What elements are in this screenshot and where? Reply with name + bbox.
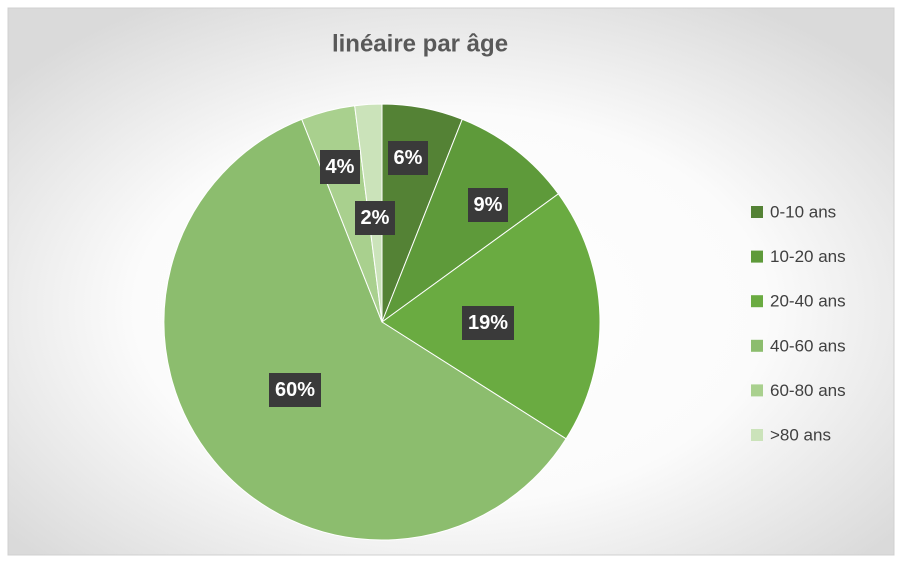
legend-label: 10-20 ans xyxy=(770,247,846,266)
data-label-box xyxy=(468,188,508,222)
data-labels: 6% 9% 19% 60% 4% 2% xyxy=(269,141,514,407)
legend: 0-10 ans 10-20 ans 20-40 ans 40-60 ans 60-80… xyxy=(751,203,846,445)
data-label-box xyxy=(269,373,321,407)
legend-swatch xyxy=(751,250,763,263)
legend-swatch xyxy=(751,429,763,441)
legend-swatch xyxy=(751,206,763,218)
data-label: 4% xyxy=(326,156,355,178)
data-label: 2% xyxy=(361,207,390,229)
legend-swatch xyxy=(751,295,763,308)
data-label-box xyxy=(462,306,514,340)
pie xyxy=(163,103,601,541)
chart-title: linéaire par âge xyxy=(332,31,508,58)
data-label-box xyxy=(320,150,360,184)
legend-label: 40-60 ans xyxy=(770,336,846,355)
legend-swatch xyxy=(751,339,763,352)
pie-slice xyxy=(163,118,567,541)
legend-swatch xyxy=(751,384,763,397)
legend-label: 20-40 ans xyxy=(770,292,846,311)
data-label: 60% xyxy=(275,379,315,401)
data-label: 6% xyxy=(394,147,423,169)
legend-label: >80 ans xyxy=(770,426,831,445)
data-label-box xyxy=(355,201,395,235)
data-label: 19% xyxy=(468,312,508,334)
legend-label: 0-10 ans xyxy=(770,203,836,222)
data-label-box xyxy=(388,141,428,175)
data-label: 9% xyxy=(474,194,503,216)
legend-label: 60-80 ans xyxy=(770,381,846,400)
